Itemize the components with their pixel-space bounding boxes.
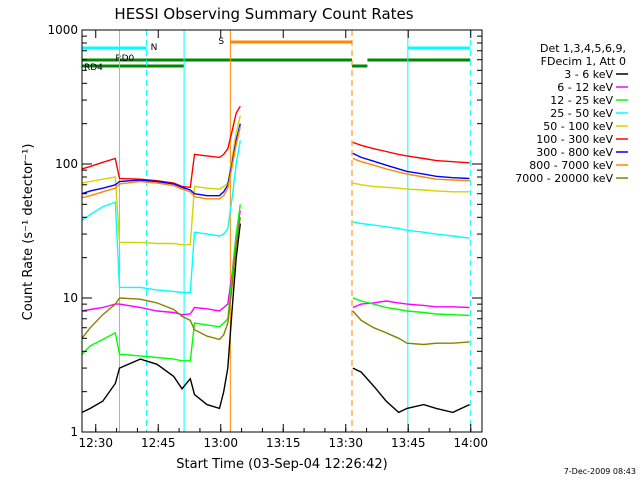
- chart-title: HESSI Observing Summary Count Rates: [114, 5, 413, 23]
- series-line-5: [81, 105, 241, 189]
- series-group: [81, 105, 470, 414]
- x-tick-label: 13:45: [391, 436, 426, 450]
- x-tick-label: 13:00: [203, 436, 238, 450]
- x-tick-label: 13:15: [266, 436, 301, 450]
- legend-label: 6 - 12 keV: [557, 81, 613, 94]
- series-line-4: [81, 115, 241, 246]
- legend-header: FDecim 1, Att 0: [541, 55, 626, 68]
- status-flag-bars: N S RD0 RD4: [82, 37, 471, 73]
- x-tick-label: 14:00: [453, 436, 488, 450]
- flag-label-rd0: RD0: [115, 54, 134, 64]
- legend-header: Det 1,3,4,5,6,9,: [540, 42, 626, 55]
- series-line-8: [352, 310, 470, 346]
- series-line-3: [352, 221, 470, 239]
- legend-label: 12 - 25 keV: [550, 94, 613, 107]
- series-line-4: [352, 182, 470, 193]
- legend-label: 100 - 300 keV: [536, 133, 613, 146]
- y-tick-label: 10: [63, 291, 78, 305]
- x-axis: 12:30 12:45 13:00 13:15 13:30 13:45 14:00: [78, 30, 488, 450]
- series-line-7: [81, 126, 241, 200]
- legend-label: 25 - 50 keV: [550, 107, 613, 120]
- series-line-6: [352, 152, 470, 180]
- series-line-5: [352, 141, 470, 164]
- series-line-1: [81, 210, 241, 316]
- legend-label: 300 - 800 keV: [536, 146, 613, 159]
- series-line-8: [81, 217, 241, 341]
- y-tick-label: 100: [55, 157, 78, 171]
- y-tick-label: 1000: [47, 23, 78, 37]
- x-tick-label: 12:30: [78, 436, 113, 450]
- legend: Det 1,3,4,5,6,9,FDecim 1, Att 03 - 6 keV…: [515, 42, 628, 185]
- legend-label: 50 - 100 keV: [543, 120, 613, 133]
- legend-label: 3 - 6 keV: [564, 68, 613, 81]
- footer-timestamp: 7-Dec-2009 08:43: [564, 467, 636, 476]
- y-axis-label: Count Rate (s⁻¹ detector⁻¹): [21, 144, 36, 321]
- series-line-2: [81, 204, 241, 362]
- legend-label: 7000 - 20000 keV: [515, 172, 613, 185]
- series-line-1: [352, 300, 470, 309]
- x-tick-label: 12:45: [141, 436, 176, 450]
- y-axis: 1 10 100 1000: [47, 23, 482, 439]
- series-line-3: [81, 140, 241, 294]
- series-line-2: [352, 297, 470, 317]
- flag-label-s: S: [218, 37, 224, 47]
- series-line-0: [352, 367, 470, 414]
- flag-label-n: N: [151, 43, 158, 53]
- series-line-7: [352, 157, 470, 182]
- x-axis-label: Start Time (03-Sep-04 12:26:42): [176, 457, 387, 472]
- series-line-6: [81, 123, 241, 197]
- plot-frame: [81, 29, 483, 433]
- flag-label-rd4: RD4: [84, 63, 103, 73]
- x-tick-label: 13:30: [328, 436, 363, 450]
- y-tick-label: 1: [70, 425, 78, 439]
- series-line-0: [81, 223, 241, 414]
- legend-label: 800 - 7000 keV: [529, 159, 613, 172]
